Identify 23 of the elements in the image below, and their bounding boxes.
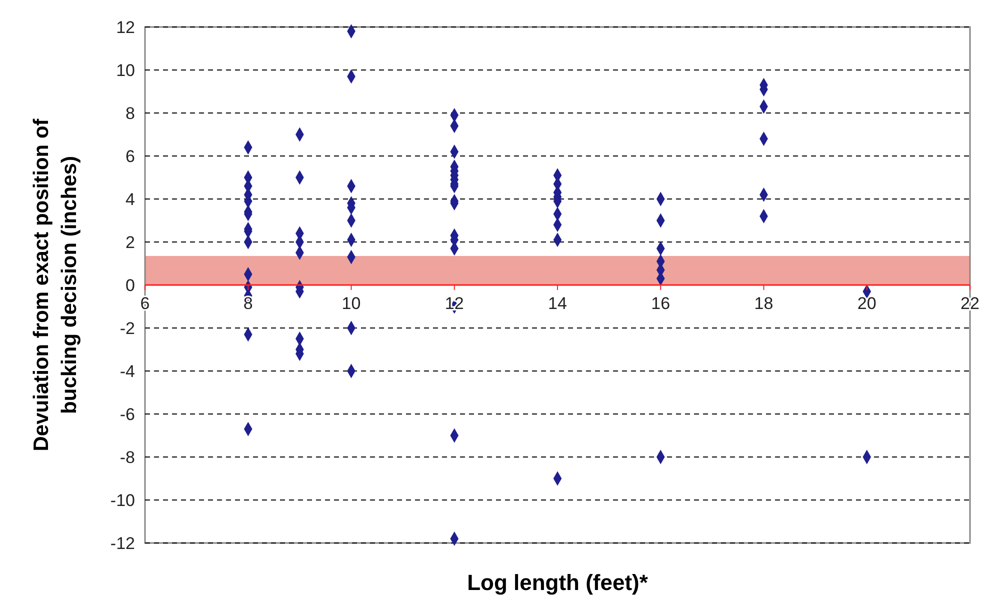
y-tick-label: -10 bbox=[110, 491, 135, 510]
y-tick-label: 8 bbox=[126, 104, 135, 123]
y-tick-label: 6 bbox=[126, 147, 135, 166]
y-tick-label: 10 bbox=[116, 61, 135, 80]
y-tick-label: -6 bbox=[120, 405, 135, 424]
y-tick-label: 0 bbox=[126, 276, 135, 295]
y-tick-label: -2 bbox=[120, 319, 135, 338]
x-tick-label: 6 bbox=[140, 294, 150, 313]
y-axis-title: Devuiation from exact position of bucking decision (inches) bbox=[30, 118, 81, 452]
y-tick-label: 12 bbox=[116, 18, 135, 37]
x-tick-label: 8 bbox=[243, 294, 253, 313]
y-tick-label: -12 bbox=[110, 534, 135, 553]
y-tick-label: 4 bbox=[126, 190, 135, 209]
x-tick-label: 16 bbox=[651, 294, 670, 313]
x-tick-label: 20 bbox=[857, 294, 876, 313]
y-tick-label: -4 bbox=[120, 362, 135, 381]
x-tick-label: 10 bbox=[342, 294, 361, 313]
y-tick-label: -8 bbox=[120, 448, 135, 467]
x-tick-label: 14 bbox=[548, 294, 567, 313]
x-axis-title: Log length (feet)* bbox=[467, 570, 648, 595]
y-tick-label: 2 bbox=[126, 233, 135, 252]
x-tick-label: 22 bbox=[960, 294, 980, 313]
x-tick-label: 18 bbox=[754, 294, 774, 313]
